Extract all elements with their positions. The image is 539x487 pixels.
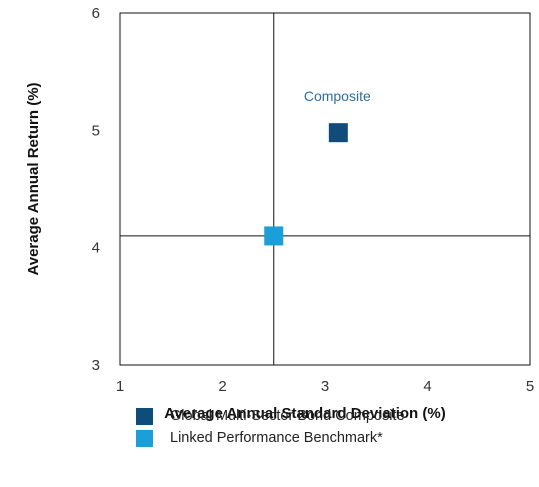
y-tick-label: 5 xyxy=(92,122,100,139)
point-composite xyxy=(328,123,348,143)
x-tick-label: 4 xyxy=(423,378,431,395)
x-axis-title: Average Annual Standard Deviation (%) xyxy=(164,405,445,422)
annotation-label: Composite xyxy=(304,88,371,104)
x-tick-label: 3 xyxy=(321,378,329,395)
legend-item-composite: Global Multi-Sector Bond Composite xyxy=(136,405,405,427)
legend-item-benchmark: Linked Performance Benchmark* xyxy=(136,427,405,449)
y-axis-title: Average Annual Return (%) xyxy=(25,82,42,275)
annotations: Composite xyxy=(304,88,371,104)
y-tick-label: 4 xyxy=(92,240,100,257)
y-tick-labels: 3 4 5 6 xyxy=(92,5,100,374)
x-tick-labels: 1 2 3 4 5 xyxy=(116,378,534,395)
x-tick-label: 2 xyxy=(218,378,226,395)
legend-label-composite: Global Multi-Sector Bond Composite xyxy=(170,408,405,424)
legend-swatch-benchmark xyxy=(136,429,153,447)
plot-area-frame xyxy=(119,12,531,366)
x-tick-label: 1 xyxy=(116,378,124,395)
y-tick-label: 3 xyxy=(92,357,100,374)
x-tick-label: 5 xyxy=(526,378,534,395)
point-benchmark xyxy=(264,226,284,246)
legend: Global Multi-Sector Bond Composite Linke… xyxy=(136,405,405,449)
legend-swatch-composite xyxy=(136,407,153,425)
legend-label-benchmark: Linked Performance Benchmark* xyxy=(170,430,383,446)
data-points xyxy=(264,123,348,246)
y-tick-label: 6 xyxy=(92,5,100,22)
